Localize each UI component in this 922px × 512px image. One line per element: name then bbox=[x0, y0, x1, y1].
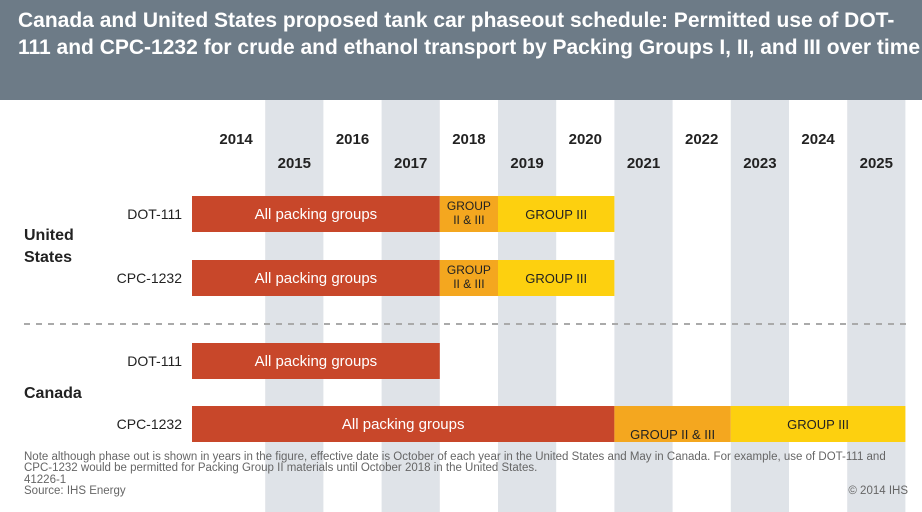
row-label: CPC-1232 bbox=[117, 270, 183, 286]
year-column bbox=[381, 100, 440, 512]
year-label: 2020 bbox=[569, 131, 602, 148]
note: Note although phase out is shown in year… bbox=[24, 451, 886, 474]
year-label: 2018 bbox=[452, 131, 485, 148]
copyright: © 2014 IHS bbox=[848, 485, 908, 497]
row-label: DOT-111 bbox=[127, 353, 182, 369]
bar-label: All packing groups bbox=[255, 353, 378, 370]
bar-label: All packing groups bbox=[342, 416, 465, 433]
bar-label: GROUP III bbox=[525, 271, 587, 286]
year-label: 2014 bbox=[219, 131, 253, 148]
bar-label: All packing groups bbox=[255, 206, 378, 223]
bar bbox=[498, 260, 615, 296]
group-label: United States bbox=[24, 227, 74, 266]
year-column bbox=[847, 100, 906, 512]
chart-title: Canada and United States proposed tank c… bbox=[0, 0, 922, 100]
bar-label: All packing groups bbox=[255, 270, 378, 287]
bar-label: GROUP bbox=[447, 263, 491, 277]
year-label: 2024 bbox=[801, 131, 835, 148]
bar bbox=[192, 196, 440, 232]
bar-label: II & III bbox=[453, 213, 484, 227]
year-label: 2017 bbox=[394, 155, 427, 172]
source: Source: IHS Energy bbox=[24, 485, 126, 497]
year-column bbox=[730, 100, 789, 512]
year-label: 2019 bbox=[510, 155, 543, 172]
year-column bbox=[498, 100, 557, 512]
bar-label: GROUP bbox=[447, 199, 491, 213]
year-label: 2022 bbox=[685, 131, 718, 148]
year-column bbox=[614, 100, 673, 512]
bar bbox=[192, 343, 440, 379]
bar-label: GROUP II & III bbox=[630, 427, 715, 442]
bar bbox=[439, 196, 498, 232]
year-label: 2023 bbox=[743, 155, 776, 172]
bar bbox=[439, 260, 498, 296]
bar bbox=[730, 406, 906, 442]
bar-label: II & III bbox=[453, 277, 484, 291]
code: 41226-1 bbox=[24, 474, 67, 486]
year-label: 2016 bbox=[336, 131, 369, 148]
group-label: Canada bbox=[24, 385, 82, 402]
row-label: CPC-1232 bbox=[117, 416, 183, 432]
year-column bbox=[265, 100, 324, 512]
year-label: 2025 bbox=[860, 155, 893, 172]
year-label: 2015 bbox=[278, 155, 311, 172]
bar bbox=[192, 260, 440, 296]
bar-label: GROUP III bbox=[525, 207, 587, 222]
bar bbox=[614, 406, 731, 442]
bar bbox=[192, 406, 615, 442]
year-label: 2021 bbox=[627, 155, 660, 172]
row-label: DOT-111 bbox=[127, 206, 182, 222]
bar-label: GROUP III bbox=[787, 417, 849, 432]
bar bbox=[498, 196, 615, 232]
